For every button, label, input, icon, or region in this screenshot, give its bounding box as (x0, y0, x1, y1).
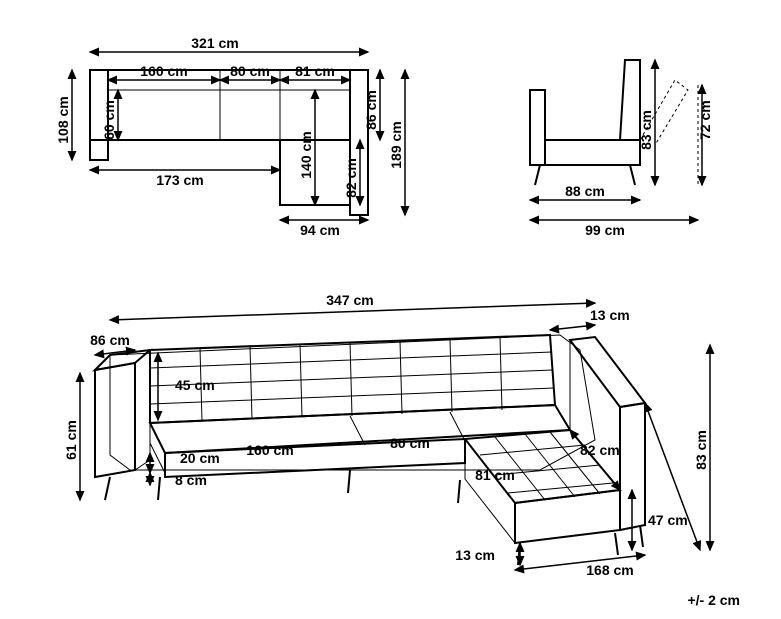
dim-chaise-h: 82 cm (343, 158, 359, 198)
dim-p-cushion: 20 cm (180, 450, 220, 466)
dim-p-leg: 13 cm (455, 547, 495, 563)
dim-p-gap: 8 cm (175, 472, 207, 488)
dim-p-arm-top: 86 cm (90, 332, 130, 348)
dim-p-seat-a: 160 cm (246, 442, 293, 458)
top-view: 321 cm 160 cm 80 cm 81 cm 108 cm 60 cm 1… (55, 35, 405, 238)
dim-inner-depth: 60 cm (101, 100, 117, 140)
dim-p-chaise-d: 168 cm (586, 562, 633, 578)
dim-seat-a: 160 cm (140, 63, 187, 79)
dim-seat-b: 80 cm (230, 63, 270, 79)
dim-right-outer: 86 cm (363, 90, 379, 130)
dim-p-chaise-side: 82 cm (580, 442, 620, 458)
dim-center-ext: 140 cm (298, 131, 314, 178)
dim-p-arm-w: 13 cm (590, 307, 630, 323)
dim-p-arm-floor: 61 cm (63, 420, 79, 460)
tolerance-note: +/- 2 cm (687, 592, 740, 608)
dim-sofa-body: 173 cm (156, 172, 203, 188)
dimension-diagram: 321 cm 160 cm 80 cm 81 cm 108 cm 60 cm 1… (0, 0, 781, 619)
dim-total-width: 321 cm (191, 35, 238, 51)
dim-p-total-h: 83 cm (693, 430, 709, 470)
dim-p-chaise-h: 47 cm (648, 512, 688, 528)
dim-p-back: 45 cm (175, 377, 215, 393)
dim-h-reclined: 72 cm (697, 100, 713, 140)
side-view: 83 cm 72 cm 88 cm 99 cm (530, 60, 713, 238)
dim-chaise-w: 94 cm (300, 222, 340, 238)
dim-p-seat-c: 81 cm (475, 467, 515, 483)
dim-p-seat-b: 80 cm (390, 435, 430, 451)
dim-seat-c: 81 cm (295, 63, 335, 79)
dim-p-length: 347 cm (326, 292, 373, 308)
perspective-view: 347 cm 86 cm 45 cm 61 cm 20 cm 8 cm 160 … (63, 292, 710, 578)
dim-total-depth: 189 cm (388, 121, 404, 168)
dim-depth-reclined: 99 cm (585, 222, 625, 238)
dim-seat-depth: 88 cm (565, 183, 605, 199)
dim-h-upright: 83 cm (638, 110, 654, 150)
dim-depth-left: 108 cm (55, 96, 71, 143)
